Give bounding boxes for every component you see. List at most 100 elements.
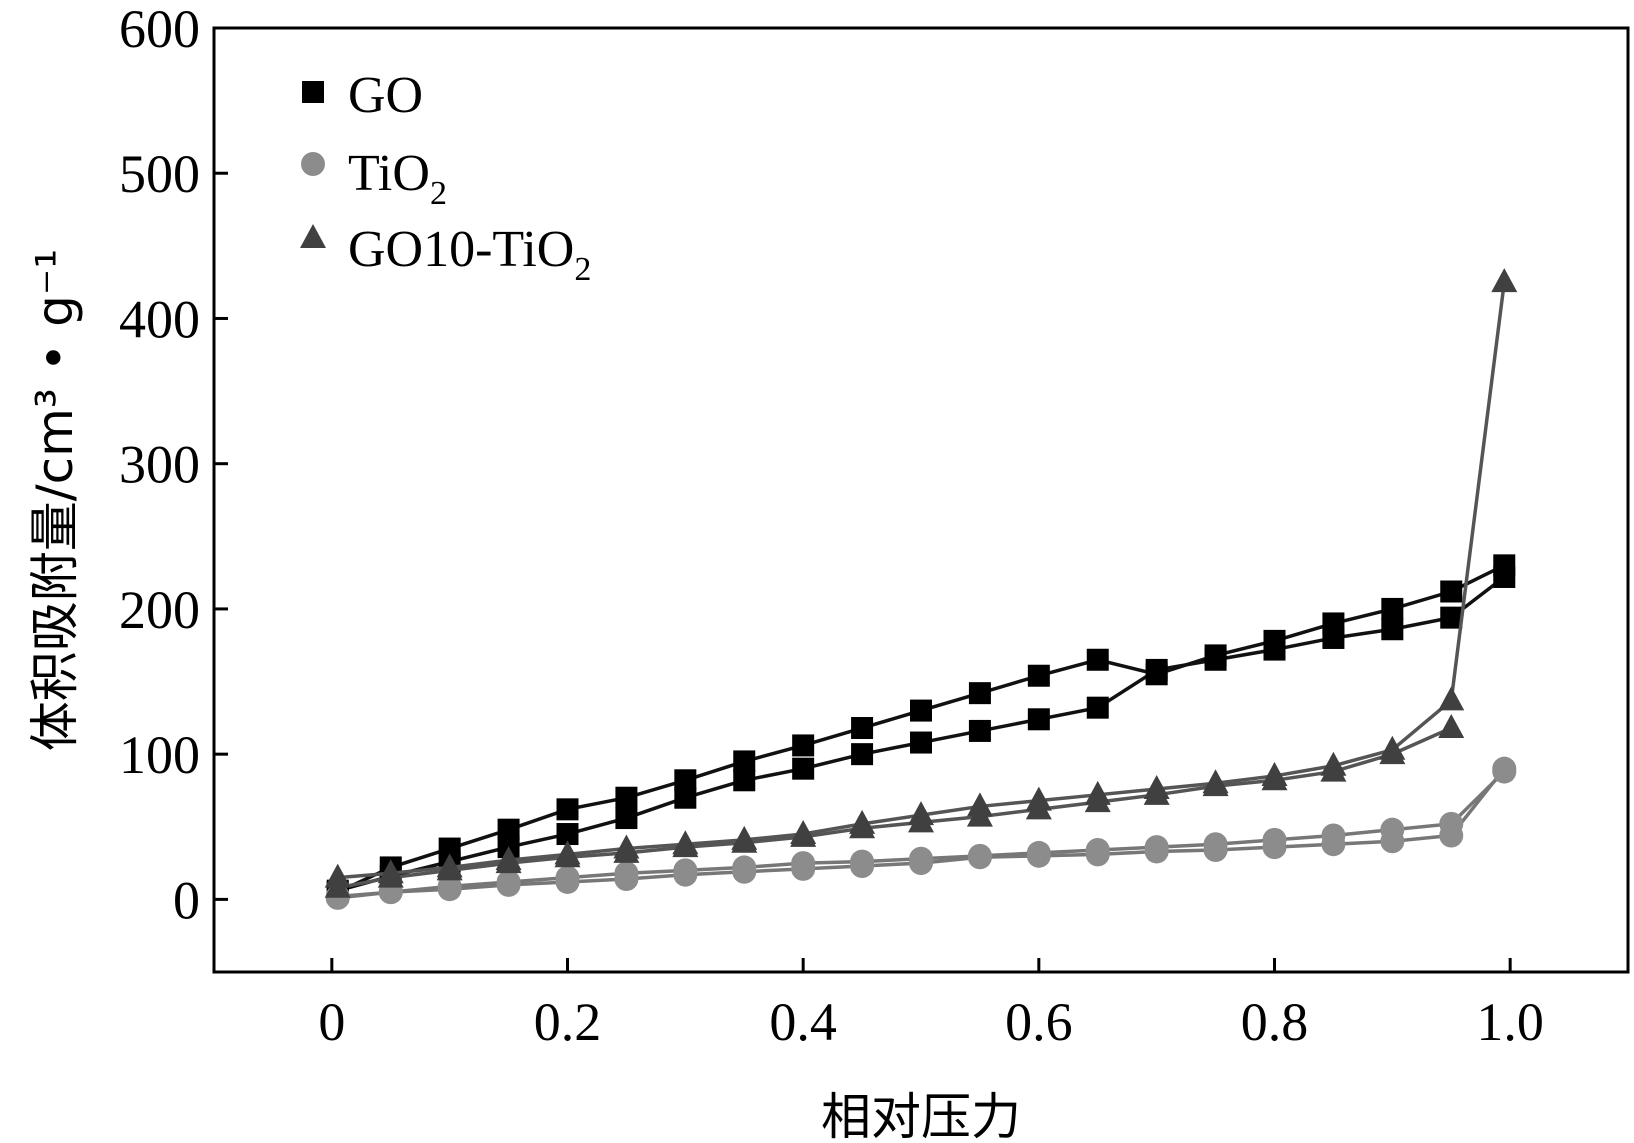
data-point bbox=[1084, 788, 1111, 813]
data-point bbox=[495, 849, 522, 874]
data-point bbox=[1145, 658, 1168, 681]
data-point bbox=[1438, 714, 1465, 739]
series-tio2 bbox=[325, 756, 1517, 910]
data-point bbox=[1025, 795, 1052, 820]
data-point bbox=[1026, 843, 1051, 868]
data-point bbox=[1381, 597, 1404, 620]
legend-label-go: GO bbox=[348, 67, 423, 124]
data-point bbox=[968, 719, 991, 742]
data-point bbox=[1322, 626, 1345, 649]
data-point bbox=[790, 822, 817, 847]
data-point bbox=[1439, 823, 1464, 848]
data-point bbox=[731, 828, 758, 853]
legend-label-go10-tio2: GO10-TiO2 bbox=[348, 221, 591, 288]
legend-marker-circle bbox=[301, 152, 325, 176]
data-point bbox=[792, 757, 815, 780]
legend-marker-square bbox=[302, 81, 324, 103]
data-point bbox=[615, 807, 638, 830]
data-point bbox=[966, 802, 993, 827]
legend-square-icon bbox=[302, 81, 324, 103]
data-point bbox=[1438, 686, 1465, 711]
data-point bbox=[614, 867, 639, 892]
data-point bbox=[673, 862, 698, 887]
x-tick-label: 0.2 bbox=[534, 992, 602, 1052]
y-tick-label: 200 bbox=[119, 580, 200, 640]
data-point bbox=[556, 798, 579, 821]
data-point bbox=[324, 873, 351, 898]
data-point bbox=[1379, 740, 1406, 765]
series-go10-tio2 bbox=[324, 268, 1518, 898]
data-point bbox=[850, 853, 875, 878]
data-point bbox=[1143, 780, 1170, 805]
data-point bbox=[909, 851, 933, 876]
data-point bbox=[732, 859, 757, 884]
data-point bbox=[1440, 606, 1463, 629]
data-point bbox=[437, 877, 462, 902]
data-point bbox=[615, 786, 638, 809]
x-tick-label: 0.8 bbox=[1241, 992, 1309, 1052]
legend-marker-triangle bbox=[300, 224, 326, 248]
x-tick-label: 0 bbox=[318, 992, 345, 1052]
data-point bbox=[1380, 829, 1405, 854]
legend-circle-icon bbox=[301, 152, 325, 176]
data-point bbox=[555, 869, 580, 894]
x-axis-ticks: 0 0.2 0.4 0.6 0.8 1.0 bbox=[318, 958, 1544, 1052]
legend-item-tio2: TiO2 bbox=[301, 145, 447, 212]
data-point bbox=[1491, 268, 1518, 293]
data-point bbox=[1261, 766, 1288, 791]
plot-frame bbox=[212, 26, 1630, 974]
x-tick-label: 0.4 bbox=[769, 992, 837, 1052]
data-point bbox=[1440, 580, 1463, 603]
y-axis-title: 体积吸附量/cm³ • g⁻¹ bbox=[26, 249, 84, 752]
data-point bbox=[1320, 757, 1347, 782]
data-point bbox=[436, 856, 463, 881]
data-point bbox=[1204, 648, 1227, 671]
data-point bbox=[1086, 696, 1109, 719]
data-point bbox=[1263, 638, 1286, 661]
data-point bbox=[1493, 565, 1516, 588]
series-line-go10-tio2-adsorption bbox=[337, 281, 1507, 880]
legend-label-tio2: TiO2 bbox=[348, 145, 447, 212]
y-tick-label: 100 bbox=[119, 725, 200, 785]
x-axis-title: 相对压力 bbox=[821, 1088, 1021, 1143]
legend: GO TiO2 GO10-TiO2 bbox=[300, 67, 591, 288]
data-point bbox=[910, 731, 932, 754]
data-point bbox=[1085, 842, 1110, 867]
data-point bbox=[674, 769, 697, 792]
data-point bbox=[556, 823, 579, 846]
data-point bbox=[967, 845, 992, 870]
data-point bbox=[1492, 756, 1517, 781]
y-tick-label: 400 bbox=[119, 289, 200, 349]
data-point bbox=[1086, 648, 1109, 671]
data-point bbox=[377, 863, 404, 888]
legend-item-go: GO bbox=[302, 67, 423, 124]
data-point bbox=[908, 808, 934, 833]
data-point bbox=[792, 734, 815, 757]
data-point bbox=[910, 699, 932, 722]
y-tick-label: 600 bbox=[119, 0, 200, 59]
data-point bbox=[674, 786, 697, 809]
data-point bbox=[1027, 664, 1050, 687]
legend-triangle-icon bbox=[300, 224, 326, 248]
data-point bbox=[496, 872, 521, 897]
data-point bbox=[1203, 838, 1228, 863]
data-point bbox=[733, 750, 756, 773]
y-tick-label: 0 bbox=[173, 870, 200, 930]
data-point bbox=[791, 856, 816, 881]
data-point bbox=[1027, 708, 1050, 731]
data-point bbox=[733, 769, 756, 792]
series-layer bbox=[324, 268, 1518, 910]
data-point bbox=[851, 743, 874, 766]
data-point bbox=[1381, 618, 1404, 641]
x-tick-label: 1.0 bbox=[1476, 992, 1544, 1052]
data-point bbox=[1144, 839, 1169, 864]
data-point bbox=[497, 818, 520, 841]
data-point bbox=[613, 838, 640, 863]
x-tick-label: 0.6 bbox=[1005, 992, 1073, 1052]
data-point bbox=[1202, 772, 1229, 797]
data-point bbox=[554, 843, 581, 868]
y-tick-label: 500 bbox=[119, 144, 200, 204]
data-point bbox=[968, 682, 991, 705]
y-tick-label: 300 bbox=[119, 435, 200, 495]
